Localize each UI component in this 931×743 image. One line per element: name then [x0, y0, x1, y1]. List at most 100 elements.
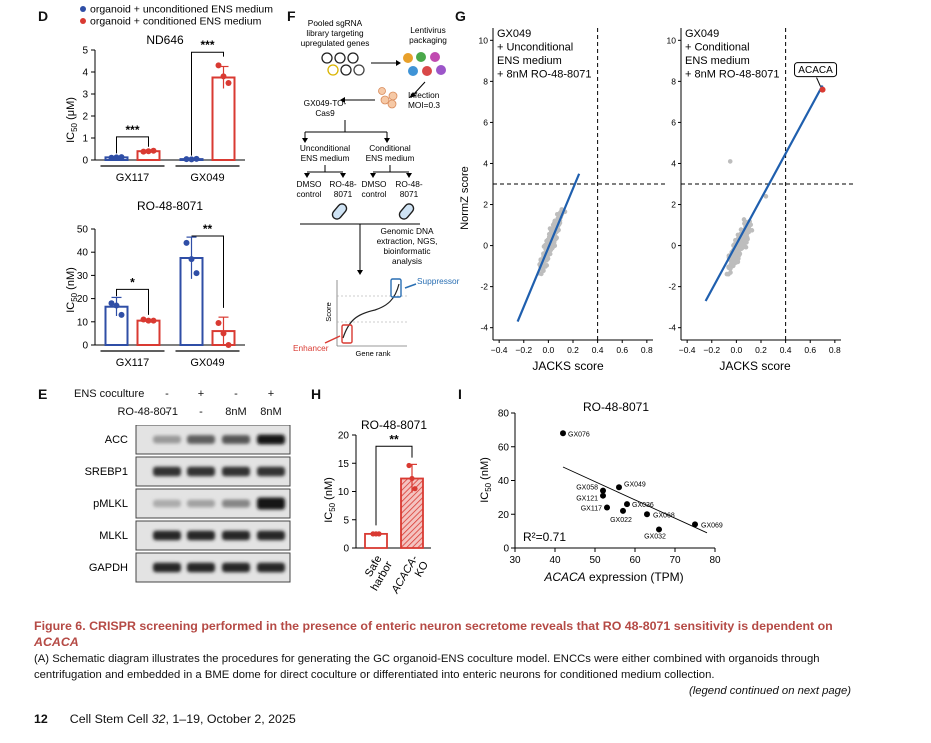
x-tick-label: 50	[589, 555, 601, 566]
blot-label: GAPDH	[89, 562, 128, 574]
y-tick-label: 4	[82, 68, 88, 79]
y-tick-label: 60	[498, 442, 510, 453]
blot-band	[153, 562, 181, 573]
data-point	[108, 154, 115, 161]
y-tick-label: 20	[498, 510, 510, 521]
legend-uncond-label: organoid + unconditioned ENS medium	[90, 4, 273, 16]
fit-line	[516, 173, 581, 322]
e-row1-lane3: -	[234, 388, 238, 400]
data-point	[193, 270, 200, 277]
y-tick-label: 8	[671, 76, 676, 86]
data-point	[108, 300, 115, 307]
data-point	[624, 501, 630, 508]
f-ro-1: RO-48-8071	[329, 179, 356, 199]
panel-e-blots: ACC SREBP1 pMLKL MLKL GAPDH	[85, 425, 291, 583]
data-point	[616, 484, 622, 491]
f-virus-icons	[403, 52, 446, 76]
y-tick-label: 6	[671, 117, 676, 127]
h-ylabel: IC50 (nM)	[323, 477, 337, 523]
data-point	[743, 235, 748, 241]
data-point	[727, 159, 733, 164]
y-tick-label: 2	[483, 200, 488, 210]
bar	[211, 76, 236, 161]
data-point	[118, 311, 125, 318]
data-point	[730, 259, 735, 264]
data-point	[183, 156, 190, 163]
x-tick-label: 40	[549, 555, 561, 566]
panel-d-letter: D	[38, 8, 49, 24]
y-tick-label: 50	[77, 225, 89, 236]
data-point	[604, 504, 610, 511]
group-label: GX117	[116, 357, 149, 369]
legend-cond-label: organoid + conditioned ENS medium	[90, 16, 262, 28]
point-label: GX068	[653, 512, 675, 519]
blot-band	[187, 435, 215, 444]
y-tick-label: 0	[483, 241, 488, 251]
x-tick-label: −0.4	[491, 345, 508, 355]
x-tick-label: 0.2	[567, 345, 579, 355]
data-point	[183, 239, 190, 246]
i-xlabel: ACACA expression (TPM)	[543, 570, 683, 584]
e-row2-lane4: 8nM	[260, 406, 282, 418]
x-tick-label: 80	[709, 555, 721, 566]
x-tick-label: 0.0	[730, 345, 742, 355]
f-pill-icons	[331, 203, 415, 220]
y-tick-label: 10	[77, 317, 89, 328]
f-genomic-text: Genomic DNA extraction, NGS, bioinformatic…	[377, 226, 438, 266]
data-point	[150, 317, 157, 324]
figure-caption-continued: (legend continued on next page)	[688, 685, 851, 697]
blot-label: pMLKL	[93, 498, 128, 510]
data-point	[749, 228, 755, 233]
f-score-label: Score	[324, 302, 333, 322]
data-point	[188, 256, 195, 263]
blot-band	[187, 530, 215, 541]
f-gene-rank-label: Gene rank	[355, 349, 390, 358]
category-label: ACACA-KO	[389, 553, 431, 602]
data-point	[656, 526, 662, 533]
x-tick-label: 70	[669, 555, 681, 566]
blot-band	[153, 499, 181, 508]
x-tick-label: −0.2	[515, 345, 532, 355]
y-tick-label: 3	[82, 90, 88, 101]
g-left-plot: -4 -2 0 2 4 6 8 10 −0.4 −0.2 0.0 0.2 0.4 0.6 0.8 GX049 +…	[479, 28, 668, 355]
i-title: RO-48-8071	[583, 400, 649, 414]
y-tick-label: 10	[479, 35, 489, 45]
plot-label: GX049 + Unconditional ENS medium + 8nM RO-4…	[497, 28, 591, 81]
significance-bracket	[375, 445, 413, 526]
y-tick-label: 1	[82, 134, 88, 145]
data-point	[545, 256, 551, 262]
f-cond-text: Conditional ENS medium	[366, 143, 415, 163]
data-point	[150, 147, 157, 154]
panel-i-chart: RO-48-8071 IC50 (nM) 0 20 40 60 80 30 40 50 60 70…	[479, 400, 723, 584]
e-row2-lane2: -	[199, 406, 203, 418]
point-label: GX032	[644, 533, 666, 540]
data-point	[188, 156, 195, 163]
f-suppressor-label: Suppressor	[417, 276, 460, 286]
blot-band	[222, 530, 250, 541]
bar	[136, 319, 161, 347]
x-tick-label: 60	[629, 555, 641, 566]
y-tick-label: 2	[82, 112, 88, 123]
y-tick-label: 40	[77, 248, 89, 259]
point-label: GX117	[581, 506, 602, 513]
point-label: GX058	[576, 485, 598, 492]
blot-band	[187, 499, 215, 508]
data-point	[412, 486, 418, 492]
f-pool-text: Pooled sgRNA library targeting upregulated…	[301, 18, 370, 48]
blot-band	[153, 435, 181, 444]
group-label: GX049	[190, 357, 224, 369]
data-point	[644, 511, 650, 518]
i-ylabel: IC50 (nM)	[479, 457, 493, 503]
blot-band	[257, 562, 285, 573]
x-tick-label: 0.0	[542, 345, 554, 355]
y-tick-label: 80	[498, 409, 510, 420]
data-point	[409, 475, 415, 482]
data-point	[113, 302, 120, 309]
panel-g-letter: G	[455, 8, 466, 24]
fit-line	[704, 84, 824, 302]
data-point	[118, 154, 125, 161]
legend-uncond-marker	[80, 6, 86, 12]
data-point	[220, 73, 227, 80]
data-point	[540, 266, 545, 271]
data-point	[600, 487, 606, 494]
